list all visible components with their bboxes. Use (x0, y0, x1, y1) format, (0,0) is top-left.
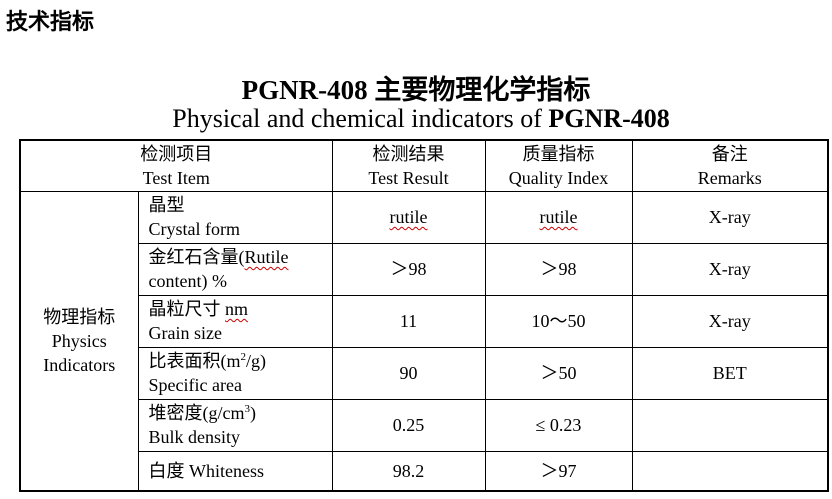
result-cell: ＞98 (331, 242, 486, 296)
table-row: 晶粒尺寸 nm Grain size 11 10～50 X-ray (20, 294, 829, 348)
group-en: Physics (51, 330, 107, 351)
result-cell: rutile (331, 190, 486, 244)
item-cell: 堆密度(g/cm3) Bulk density (137, 398, 333, 452)
quality-cell: ＞50 (484, 346, 633, 400)
remarks-cell: X-ray (631, 294, 829, 348)
item-cell: 比表面积(m2/g) Specific area (137, 346, 333, 400)
table-row: 白度 Whiteness 98.2 ＞97 (20, 450, 829, 492)
header-test-item: 检测项目 Test Item (19, 139, 333, 192)
header-cn: 备注 (711, 143, 748, 164)
table-row: 堆密度(g/cm3) Bulk density 0.25 ≤ 0.23 (20, 398, 829, 452)
header-en: Test Item (142, 167, 210, 188)
item-cell: 白度 Whiteness (137, 450, 333, 492)
result-cell: 11 (331, 294, 486, 348)
item-cn: 比表面积(m2/g) (149, 349, 332, 373)
item-cn-text: 比表面积(m (148, 351, 241, 371)
item-cn-text: 晶粒尺寸 (148, 299, 225, 319)
table-title-en: Physical and chemical indicators of PGNR… (0, 104, 832, 134)
header-quality-index: 质量指标 Quality Index (484, 139, 633, 192)
remarks-cell: BET (631, 346, 829, 400)
item-cn: 堆密度(g/cm3) (149, 401, 332, 425)
item-cn-word: nm (225, 299, 249, 319)
table-row: 比表面积(m2/g) Specific area 90 ＞50 BET (20, 346, 829, 400)
item-cn-tail: /g) (246, 351, 266, 371)
item-en: Bulk density (148, 427, 241, 447)
item-cell: 晶型 Crystal form (137, 190, 333, 244)
result-value: rutile (389, 207, 428, 227)
header-remarks: 备注 Remarks (631, 139, 829, 192)
result-cell: 0.25 (331, 398, 486, 452)
item-sup: 2 (240, 351, 247, 363)
remarks-cell: X-ray (631, 190, 829, 244)
group-en: Indicators (43, 354, 116, 375)
header-cn: 质量指标 (522, 143, 595, 164)
quality-value: rutile (539, 207, 578, 227)
indicators-table: 检测项目 Test Item 检测结果 Test Result 质量指标 Qualit… (19, 139, 829, 492)
item-en: Crystal form (148, 219, 241, 239)
section-heading: 技术指标 (6, 10, 95, 35)
item-en: content) % (148, 271, 227, 291)
item-cell: 金红石含量(Rutile content) % (137, 242, 333, 296)
title-en-text: Physical and chemical indicators of (172, 104, 549, 133)
item-cn: 晶型 (148, 195, 185, 215)
item-sup: 3 (244, 403, 251, 415)
table-title-cn: PGNR-408 主要物理化学指标 (241, 75, 591, 105)
remarks-cell: X-ray (631, 242, 829, 296)
quality-cell: 10～50 (484, 294, 633, 348)
table-row: 物理指标 Physics Indicators 晶型 Crystal form rut… (19, 190, 829, 492)
quality-cell: ＞97 (484, 450, 633, 492)
header-en: Remarks (697, 167, 762, 188)
item-cn: 晶粒尺寸 nm (149, 297, 332, 321)
result-cell: 90 (331, 346, 486, 400)
header-en: Quality Index (508, 167, 609, 188)
header-cn: 检测项目 (140, 143, 213, 164)
item-cn-text: 金红石含量( (148, 247, 245, 267)
item-cn-text: 堆密度(g/cm (148, 403, 245, 423)
table-header-row: 检测项目 Test Item 检测结果 Test Result 质量指标 Qualit… (19, 139, 829, 192)
item-en: Grain size (148, 323, 222, 343)
remarks-cell (631, 450, 829, 492)
item-cn-word: Rutile (244, 247, 289, 267)
table-row: 金红石含量(Rutile content) % ＞98 ＞98 X-ray (20, 242, 829, 296)
header-cn: 检测结果 (372, 143, 445, 164)
quality-cell: ＞98 (484, 242, 633, 296)
item-cell: 晶粒尺寸 nm Grain size (137, 294, 333, 348)
remarks-cell (631, 398, 829, 452)
header-en: Test Result (368, 167, 449, 188)
item-cn: 金红石含量(Rutile (149, 245, 332, 269)
quality-cell: ≤ 0.23 (484, 398, 633, 452)
quality-cell: rutile (484, 190, 633, 244)
group-cn: 物理指标 (43, 306, 116, 327)
title-en-product: PGNR-408 (548, 104, 670, 133)
group-cell: 物理指标 Physics Indicators (19, 190, 139, 492)
item-cn-tail: ) (250, 403, 256, 423)
result-cell: 98.2 (331, 450, 486, 492)
item-en: Specific area (148, 375, 242, 395)
header-test-result: 检测结果 Test Result (331, 139, 486, 192)
